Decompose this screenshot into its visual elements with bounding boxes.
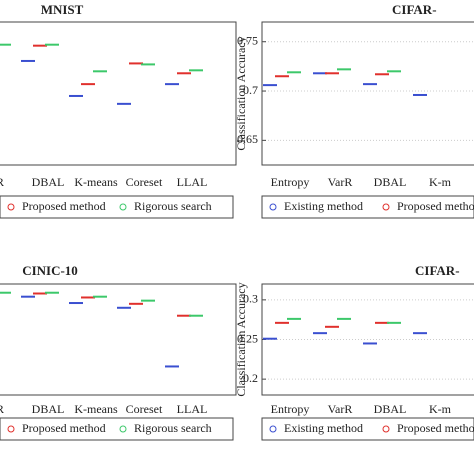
plot-area	[0, 21, 237, 166]
y-tick-label: 0.3	[243, 292, 258, 306]
legend-box	[261, 417, 474, 441]
x-tick-label: DBAL	[374, 175, 407, 189]
x-tick-label: K-m	[429, 175, 452, 189]
y-axis-label: Classification Accuracy	[234, 36, 248, 150]
legend-box	[261, 195, 474, 219]
x-tick-label: LLAL	[177, 175, 208, 189]
legend-label: Rigorous search	[134, 199, 212, 213]
chart-title: CIFAR-	[392, 2, 437, 17]
chart-title: CIFAR-	[415, 263, 460, 278]
legend-marker	[269, 203, 277, 211]
legend-marker	[382, 203, 390, 211]
y-tick-label: 0.65	[237, 132, 258, 146]
chart-title: MNIST	[41, 2, 84, 17]
y-tick-label: 0.2	[243, 371, 258, 385]
legend-label: Proposed method	[397, 199, 474, 213]
x-tick-label: K-m	[429, 402, 452, 416]
y-tick-label: 0.7	[243, 83, 258, 97]
x-tick-label: Entropy	[271, 402, 310, 416]
x-tick-label: DBAL	[374, 402, 407, 416]
legend-marker	[7, 425, 15, 433]
legend-marker	[382, 425, 390, 433]
legend-label: Existing method	[284, 199, 363, 213]
x-tick-label: DBAL	[32, 402, 65, 416]
y-tick-label: 0.75	[237, 33, 258, 47]
x-tick-label: VarR	[328, 175, 353, 189]
x-tick-label: Coreset	[126, 175, 163, 189]
x-tick-label: K-means	[74, 402, 118, 416]
x-tick-label: R	[0, 402, 4, 416]
legend-box	[0, 195, 234, 219]
legend-marker	[269, 425, 277, 433]
x-tick-label: LLAL	[177, 402, 208, 416]
chart-title: CINIC-10	[22, 263, 78, 278]
x-tick-label: DBAL	[32, 175, 65, 189]
legend-label: Rigorous search	[134, 421, 212, 435]
legend-label: Existing method	[284, 421, 363, 435]
plot-area	[0, 283, 237, 396]
legend-marker	[7, 203, 15, 211]
x-tick-label: VarR	[328, 402, 353, 416]
legend-label: Proposed method	[22, 421, 106, 435]
x-tick-label: Coreset	[126, 402, 163, 416]
x-tick-label: K-means	[74, 175, 118, 189]
x-tick-label: R	[0, 175, 4, 189]
legend-label: Proposed method	[22, 199, 106, 213]
legend-label: Proposed method	[397, 421, 474, 435]
legend-marker	[119, 203, 127, 211]
plot-area	[261, 21, 474, 166]
x-tick-label: Entropy	[271, 175, 310, 189]
y-axis-label: Classification Accuracy	[234, 282, 248, 396]
legend-marker	[119, 425, 127, 433]
y-tick-label: 0.25	[237, 331, 258, 345]
legend-box	[0, 417, 234, 441]
